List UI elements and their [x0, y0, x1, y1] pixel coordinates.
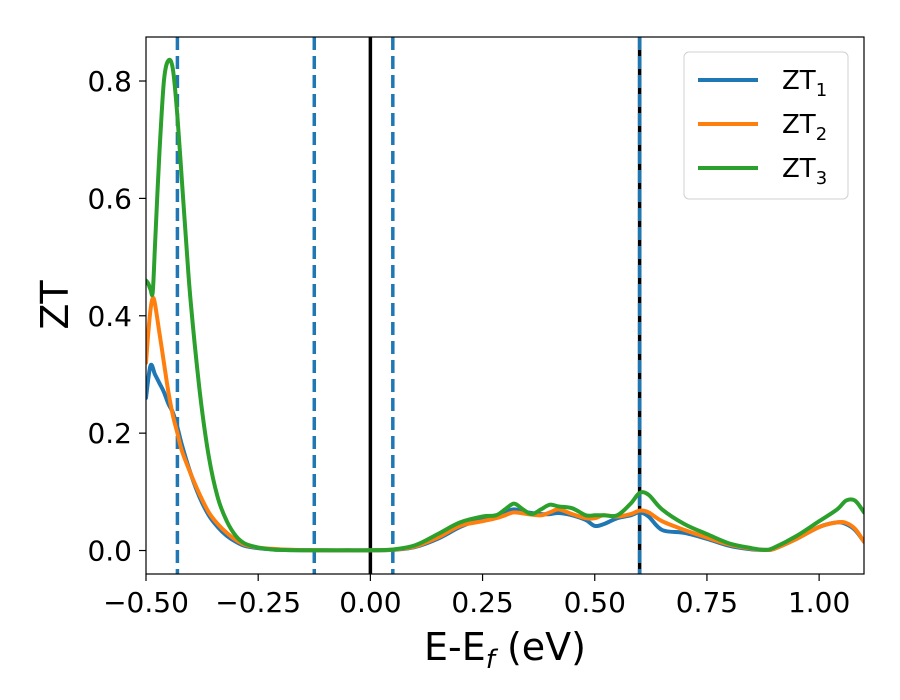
legend-label-0: ZT1	[782, 66, 827, 101]
series-line-zt1	[146, 362, 864, 553]
x-axis-ticks: −0.50 −0.25 0.00 0.25 0.50 0.75 1.00	[103, 574, 850, 619]
x-tick-label: 0.75	[676, 586, 738, 619]
reference-lines	[175, 37, 642, 574]
x-tick-label: 0.50	[564, 586, 626, 619]
y-tick-label: 0.6	[87, 182, 132, 215]
y-tick-label: 0.8	[87, 65, 132, 98]
y-tick-label: 0.0	[87, 535, 132, 568]
y-axis-title: ZT	[33, 280, 77, 330]
x-tick-label: 1.00	[788, 586, 850, 619]
series-line-zt3	[146, 57, 864, 553]
x-tick-label: 0.00	[339, 586, 401, 619]
series-lines	[146, 57, 864, 553]
plot-frame	[145, 36, 865, 575]
x-axis-title: E-Ef (eV)	[424, 625, 586, 675]
legend: ZT1 ZT2 ZT3	[683, 51, 849, 200]
x-tick-label: −0.25	[215, 586, 301, 619]
x-tick-label: 0.25	[451, 586, 513, 619]
legend-label-2: ZT3	[782, 154, 827, 189]
series-line-zt2	[146, 295, 864, 553]
legend-box	[683, 51, 849, 200]
x-tick-label: −0.50	[103, 586, 189, 619]
legend-label-1: ZT2	[782, 110, 827, 145]
y-tick-label: 0.4	[87, 300, 132, 333]
y-tick-label: 0.2	[87, 417, 132, 450]
y-axis-ticks: 0.0 0.2 0.4 0.6 0.8	[87, 65, 146, 568]
